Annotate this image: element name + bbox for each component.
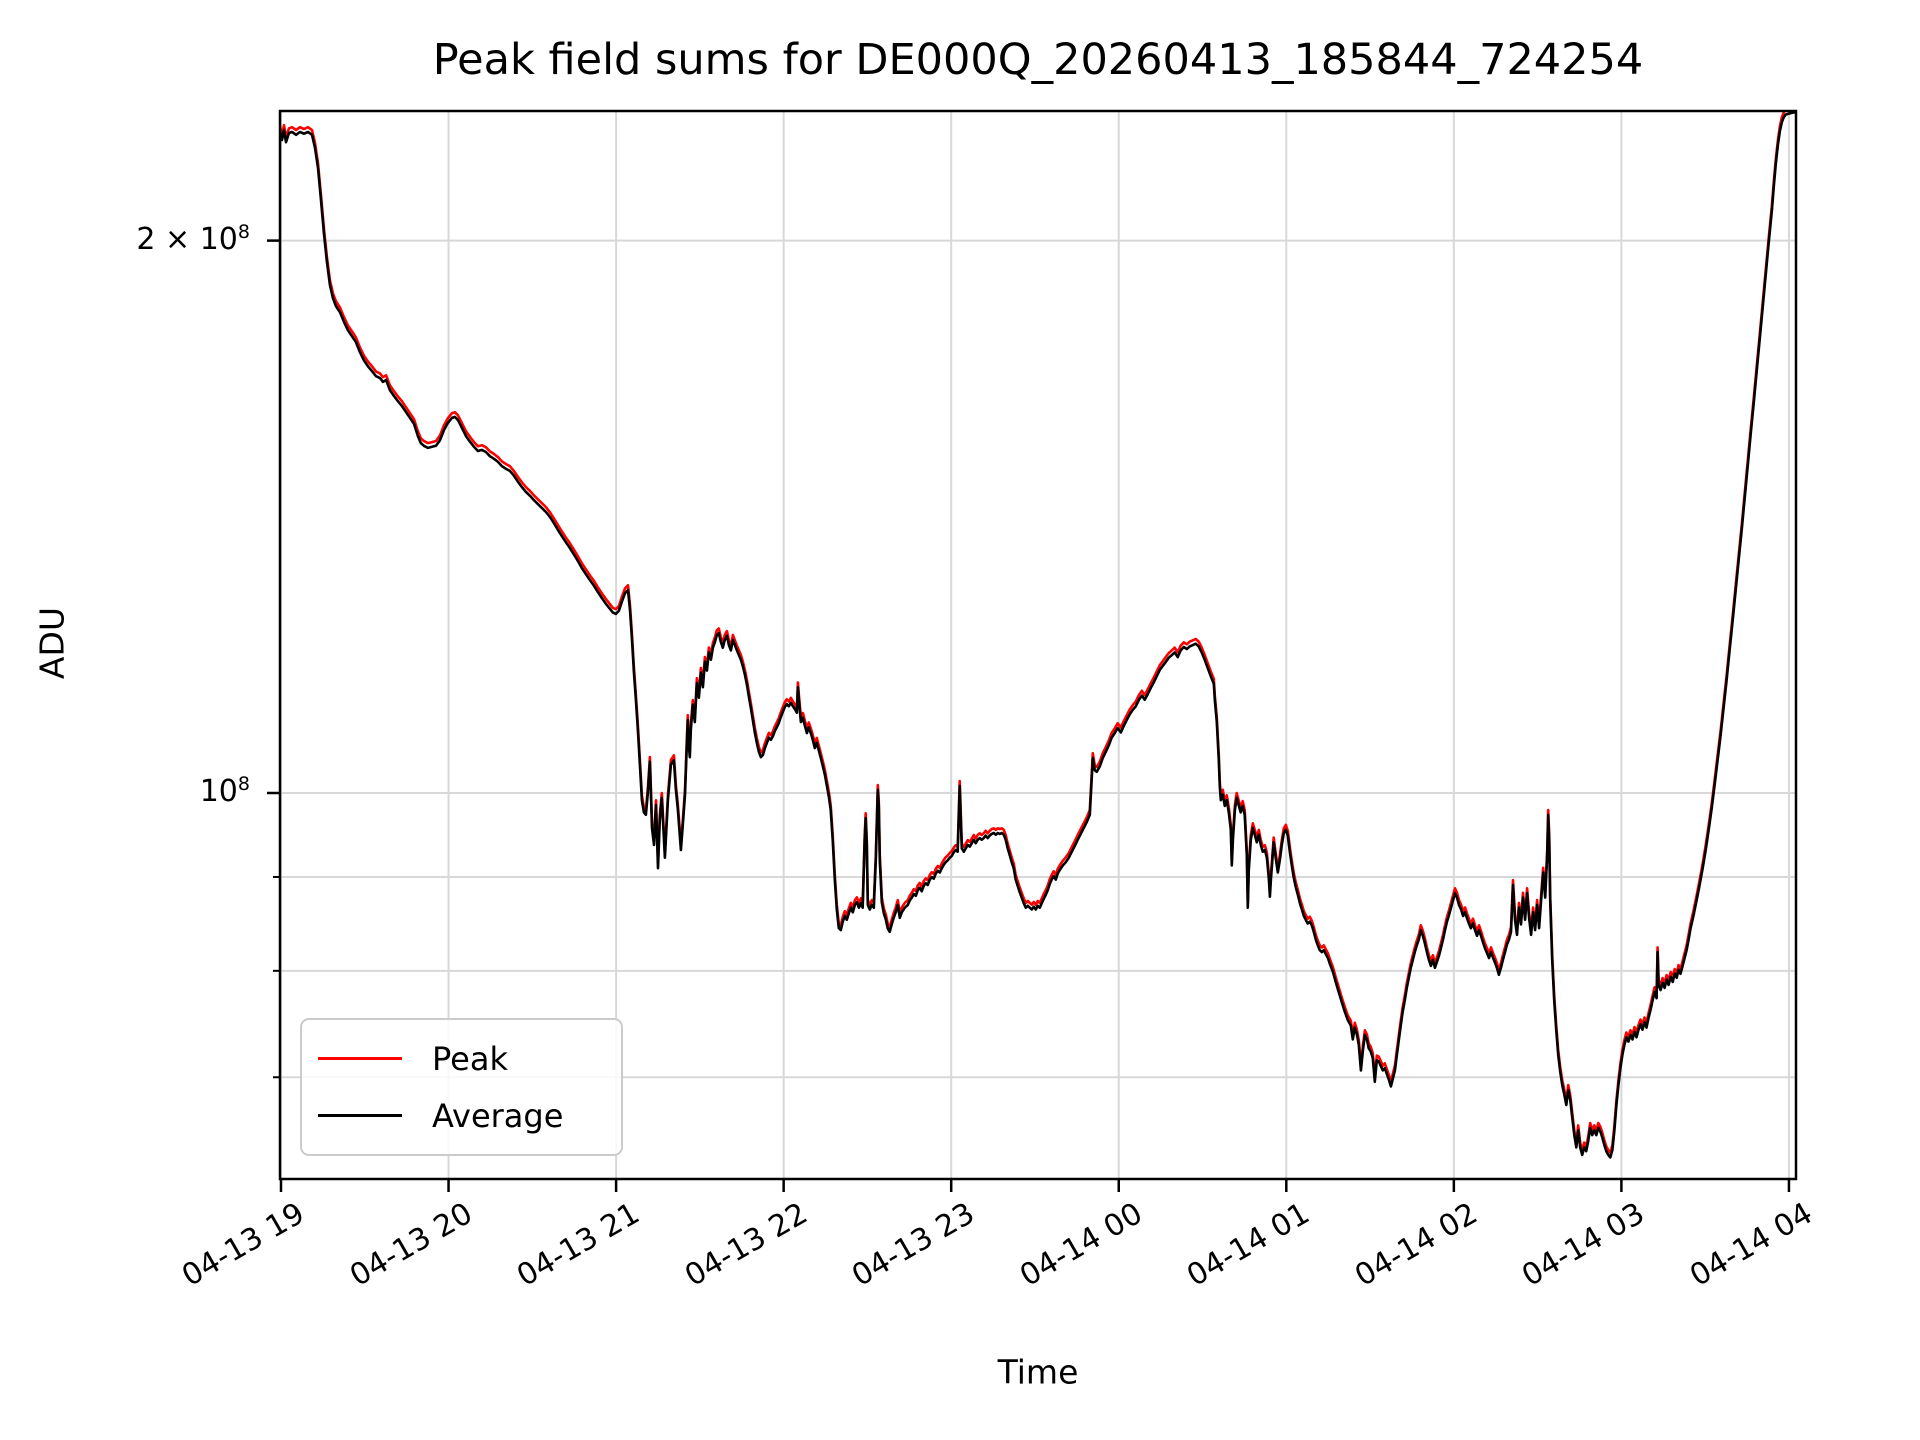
y-tick-label: 108 xyxy=(199,773,250,810)
legend-label: Peak xyxy=(432,1039,508,1078)
legend: Peak Average xyxy=(300,1018,623,1156)
series-peak-line xyxy=(280,111,1787,1154)
series-average-line xyxy=(280,111,1796,1159)
legend-item-average: Average xyxy=(302,1097,621,1135)
chart-title: Peak field sums for DE000Q_20260413_1858… xyxy=(432,35,1644,85)
legend-label: Average xyxy=(432,1096,564,1135)
series-group xyxy=(280,111,1796,1159)
axes xyxy=(267,109,1798,1192)
legend-line-sample-average xyxy=(318,1114,402,1117)
y-axis-label: ADU xyxy=(32,606,72,680)
legend-item-peak: Peak xyxy=(302,1040,621,1078)
legend-line-sample-peak xyxy=(318,1057,402,1060)
y-tick-label: 2 × 108 xyxy=(136,220,250,257)
x-axis-label: Time xyxy=(997,1352,1079,1392)
axes-spines xyxy=(278,109,1798,1181)
